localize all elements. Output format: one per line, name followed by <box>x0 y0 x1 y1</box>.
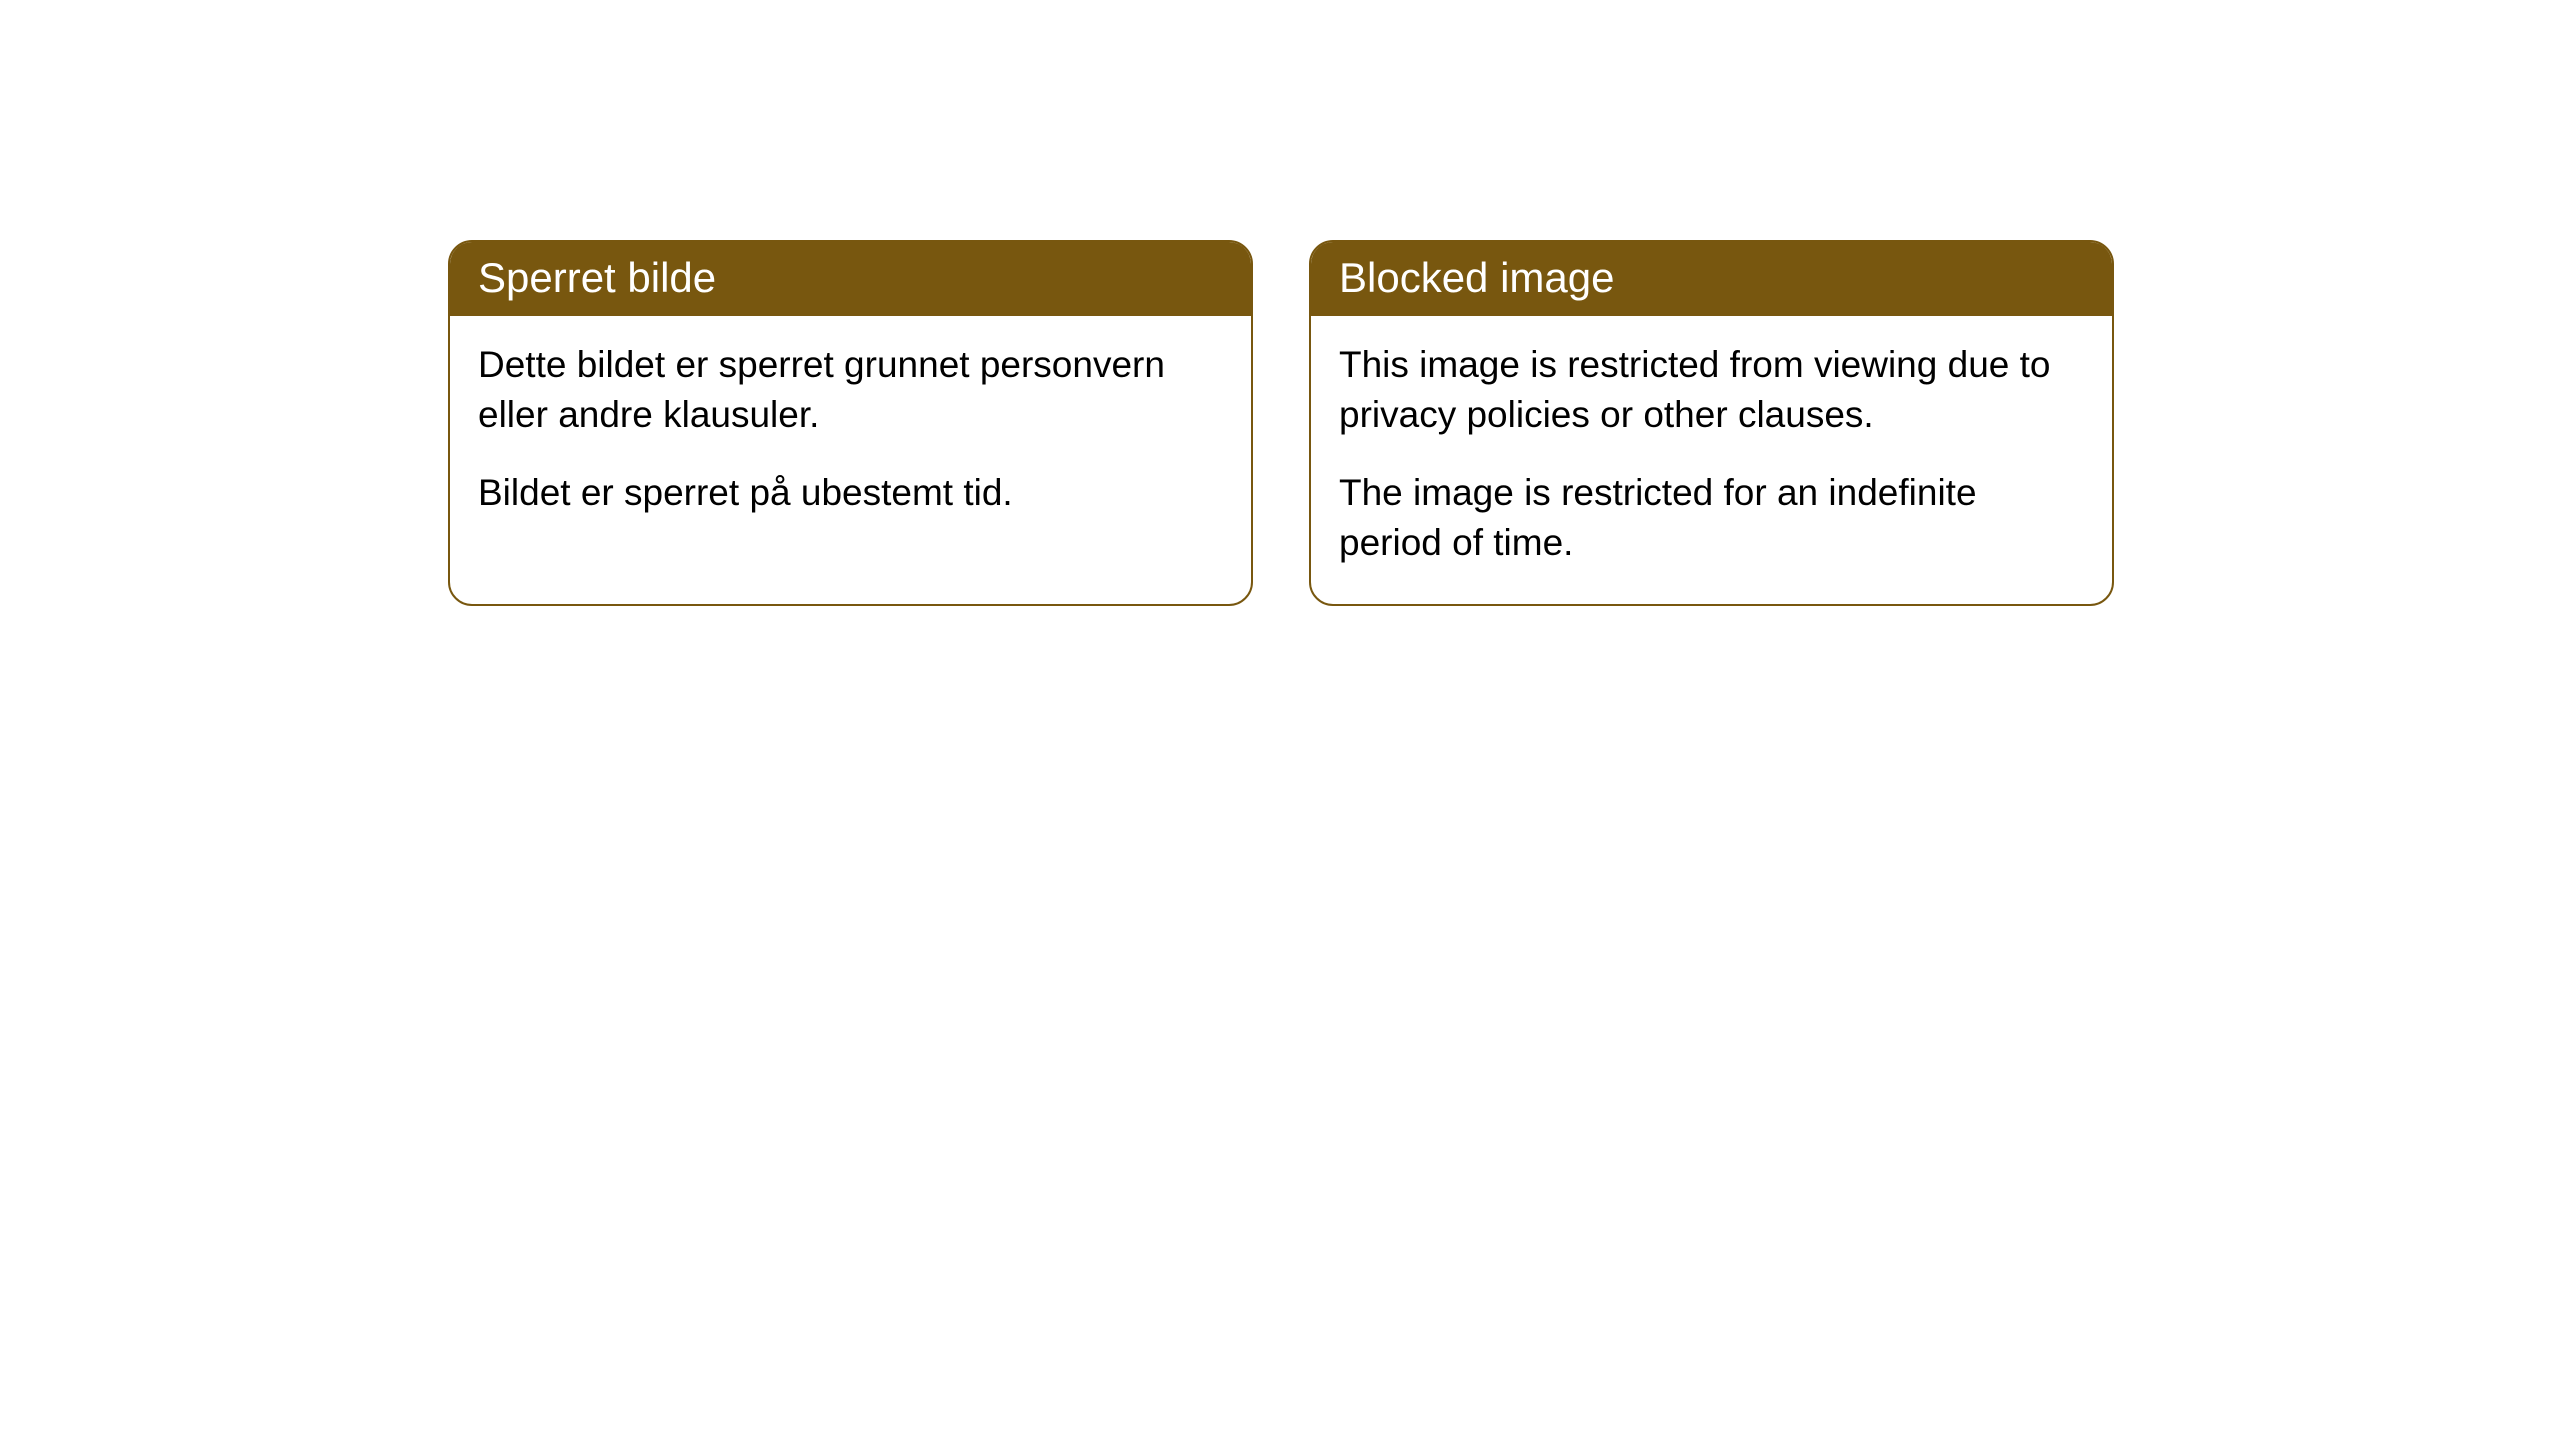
card-body-norwegian: Dette bildet er sperret grunnet personve… <box>450 316 1251 554</box>
card-header-english: Blocked image <box>1311 242 2112 316</box>
notice-container: Sperret bilde Dette bildet er sperret gr… <box>448 240 2114 606</box>
card-text-norwegian-1: Dette bildet er sperret grunnet personve… <box>478 340 1223 440</box>
card-text-english-2: The image is restricted for an indefinit… <box>1339 468 2084 568</box>
card-body-english: This image is restricted from viewing du… <box>1311 316 2112 604</box>
blocked-image-card-english: Blocked image This image is restricted f… <box>1309 240 2114 606</box>
card-text-norwegian-2: Bildet er sperret på ubestemt tid. <box>478 468 1223 518</box>
card-text-english-1: This image is restricted from viewing du… <box>1339 340 2084 440</box>
card-header-norwegian: Sperret bilde <box>450 242 1251 316</box>
blocked-image-card-norwegian: Sperret bilde Dette bildet er sperret gr… <box>448 240 1253 606</box>
